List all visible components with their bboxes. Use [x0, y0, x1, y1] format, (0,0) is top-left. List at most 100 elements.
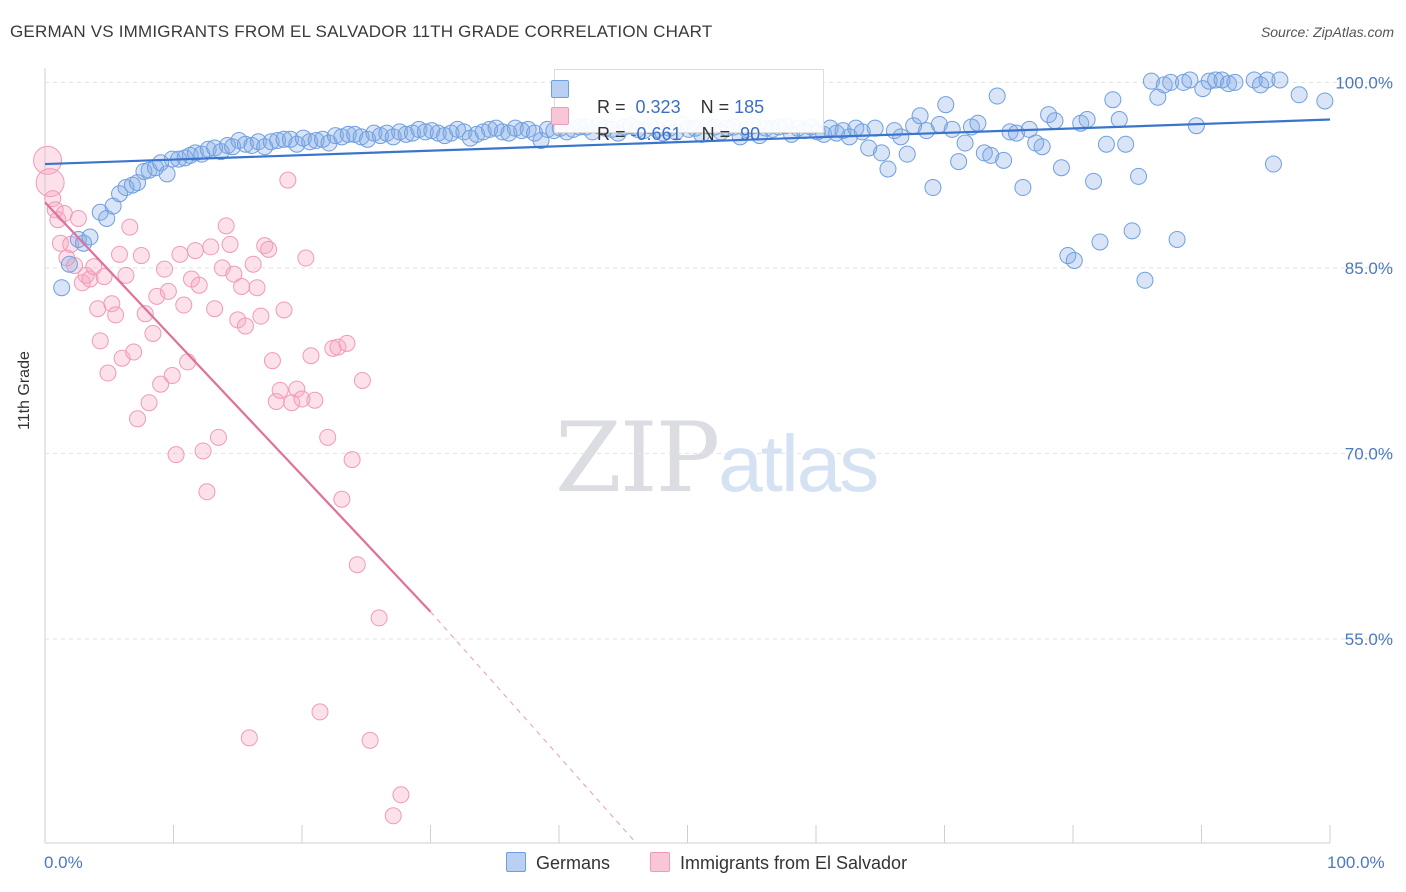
germans-point-168 [1130, 167, 1148, 185]
germans-point-160 [1078, 111, 1096, 129]
salvador-point-60 [260, 240, 278, 258]
legend-r-label-germans: R = [597, 97, 631, 117]
germans-point-8 [111, 185, 129, 203]
germans-point-158 [1065, 252, 1083, 270]
salvador-point-76 [333, 490, 351, 508]
salvador-point-16 [91, 332, 109, 350]
germans-point-149 [1007, 124, 1025, 142]
x-tick-label-max: 100.0% [1327, 853, 1385, 872]
salvador-point-79 [348, 556, 366, 574]
germans-point-162 [1091, 233, 1109, 251]
germans-point-147 [995, 151, 1013, 169]
salvador-point-19 [103, 295, 121, 313]
y-axis-label: 11th Grade [16, 351, 33, 430]
salvador-point-41 [186, 242, 204, 260]
germans-point-150 [1014, 179, 1032, 197]
salvador-point-2 [44, 190, 62, 208]
germans-point-186 [1258, 71, 1276, 89]
germans-point-183 [1226, 73, 1244, 91]
germans-point-40 [307, 132, 325, 150]
germans-point-138 [937, 96, 955, 114]
germans-point-16 [158, 165, 176, 183]
salvador-point-36 [167, 446, 185, 464]
germans-point-167 [1123, 222, 1141, 240]
salvador-point-73 [319, 428, 337, 446]
salvador-point-61 [263, 352, 281, 370]
watermark: ZIPatlas [555, 402, 879, 514]
salvador-point-51 [225, 265, 243, 283]
germans-point-140 [950, 153, 968, 171]
salvador-point-24 [121, 218, 139, 236]
germans-point-170 [1142, 72, 1160, 90]
germans-point-136 [924, 179, 942, 197]
salvador-point-83 [384, 807, 402, 825]
salvador-point-84 [392, 786, 410, 804]
salvador-point-4 [49, 211, 67, 229]
germans-point-45 [339, 125, 357, 143]
germans-point-173 [1162, 73, 1180, 91]
salvador-point-32 [152, 375, 170, 393]
germans-point-190 [1316, 92, 1334, 110]
salvador-point-39 [179, 353, 197, 371]
bottom-legend-swatch-germans [506, 852, 526, 872]
salvador-point-17 [95, 268, 113, 286]
germans-point-122 [834, 122, 852, 140]
salvador-point-45 [202, 238, 220, 256]
germans-point-169 [1136, 271, 1154, 289]
legend-swatch-salvador [551, 107, 569, 125]
legend-n-label-germans: N = [700, 97, 735, 117]
salvador-point-49 [217, 217, 235, 235]
germans-point-1 [60, 255, 78, 273]
salvador-point-82 [370, 609, 388, 627]
y-tick-label-70: 70.0% [1345, 444, 1393, 463]
salvador-point-38 [175, 296, 193, 314]
salvador-point-44 [198, 483, 216, 501]
germans-point-179 [1200, 72, 1218, 90]
salvador-point-65 [279, 171, 297, 189]
germans-point-177 [1187, 117, 1205, 135]
germans-point-63 [455, 123, 473, 141]
salvador-point-43 [194, 442, 212, 460]
salvador-point-53 [233, 277, 251, 295]
salvador-point-63 [271, 381, 289, 399]
salvador-point-1 [35, 168, 65, 198]
germans-trend-line [44, 118, 1331, 166]
legend-n-label-salvador: N = [701, 124, 736, 144]
germans-point-39 [301, 133, 319, 151]
germans-point-176 [1181, 71, 1199, 89]
salvador-point-47 [209, 428, 227, 446]
germans-point-48 [359, 130, 377, 148]
germans-point-4 [81, 228, 99, 246]
germans-point-127 [866, 119, 884, 137]
bottom-legend-swatch-salvador [650, 852, 670, 872]
germans-point-72 [513, 122, 531, 140]
salvador-point-77 [338, 334, 356, 352]
germans-point-134 [911, 107, 929, 125]
salvador-point-57 [248, 279, 266, 297]
bottom-legend-label-germans: Germans [536, 853, 611, 873]
germans-point-131 [892, 128, 910, 146]
salvador-point-75 [329, 338, 347, 356]
germans-point-188 [1271, 71, 1289, 89]
salvador-point-78 [343, 451, 361, 469]
germans-point-128 [873, 144, 891, 162]
legend-r-value-salvador: -0.661 [630, 124, 682, 144]
salvador-point-15 [89, 300, 107, 318]
salvador-point-26 [129, 410, 147, 428]
salvador-point-42 [190, 276, 208, 294]
germans-point-189 [1290, 86, 1308, 104]
salvador-point-71 [306, 391, 324, 409]
salvador-point-67 [288, 380, 306, 398]
salvador-point-58 [252, 307, 270, 325]
legend-r-label-salvador: R = [597, 124, 631, 144]
bottom-legend-salvador: Immigrants from El Salvador [650, 852, 907, 874]
salvador-trend-extension [430, 611, 637, 844]
source-label: Source: ZipAtlas.com [1260, 24, 1394, 40]
germans-point-165 [1110, 111, 1128, 129]
germans-point-174 [1168, 230, 1186, 248]
legend-n-value-salvador: 90 [735, 124, 761, 144]
legend-r-value-germans: 0.323 [630, 97, 681, 117]
legend-n-value-germans: 185 [734, 97, 765, 117]
germans-point-187 [1264, 155, 1282, 173]
